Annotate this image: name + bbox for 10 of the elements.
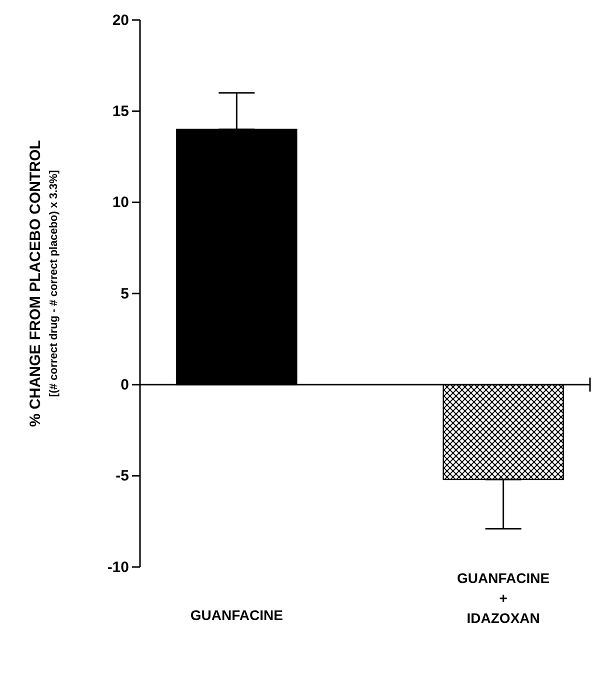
y-tick-label: 20 <box>112 12 129 29</box>
y-tick-label: 5 <box>120 285 129 302</box>
y-tick-label: -10 <box>107 558 129 576</box>
x-tick-label: GUANFACINE <box>190 607 283 623</box>
y-tick-label: 0 <box>120 376 129 394</box>
x-tick-label: GUANFACINE + IDAZOXAN <box>457 570 550 626</box>
y-tick-label: -5 <box>116 468 129 485</box>
y-axis-title: % CHANGE FROM PLACEBO CONTROL [(# correct drug - # correct placebo) x 3.3%] <box>27 140 60 427</box>
y-tick-label: 15 <box>112 102 129 120</box>
y-tick-label: 10 <box>112 194 129 212</box>
